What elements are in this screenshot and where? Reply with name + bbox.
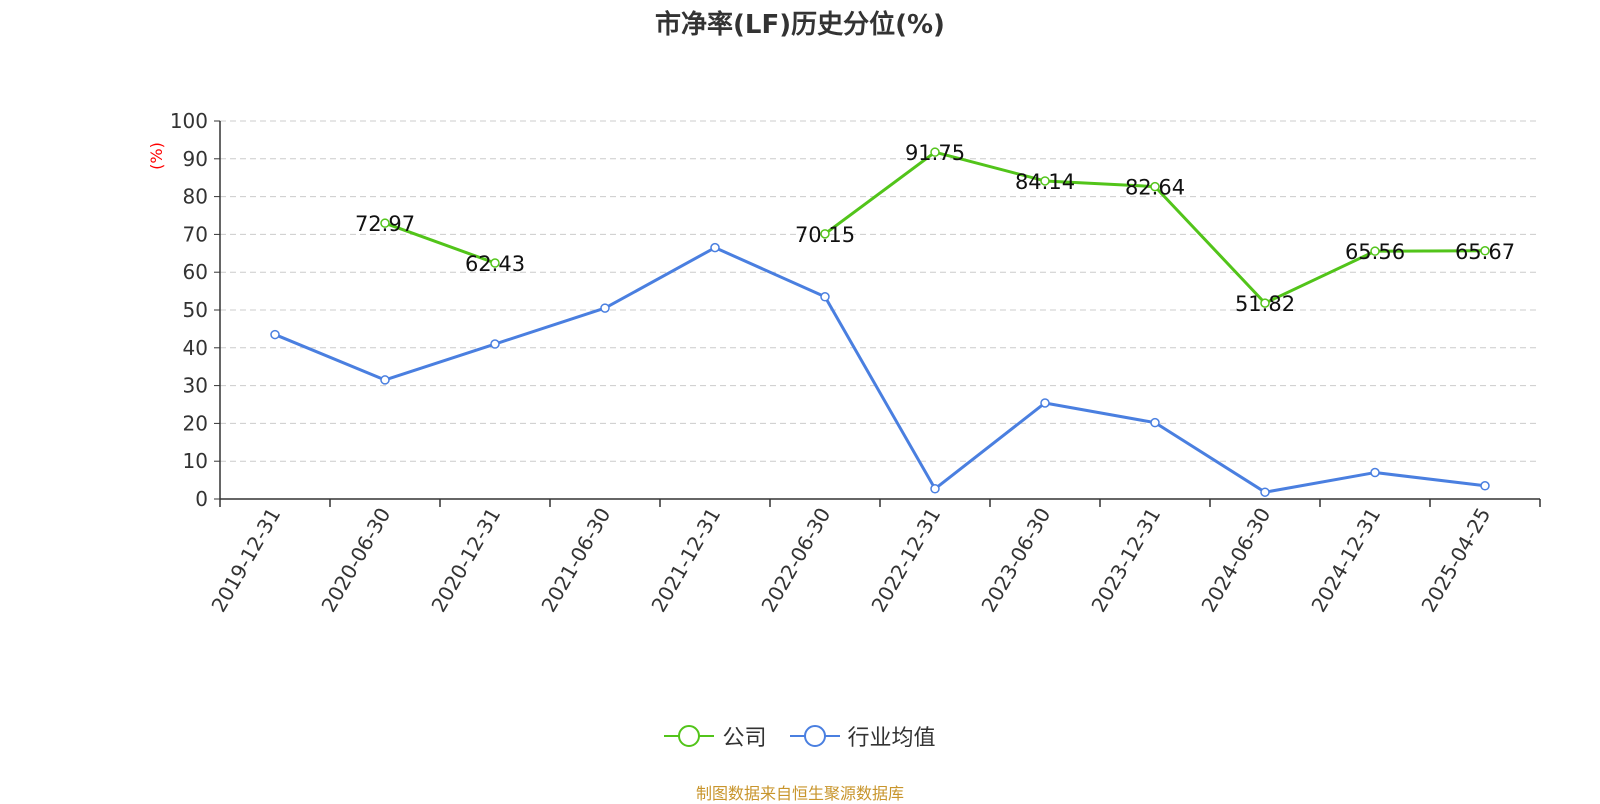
series-line-1: [274, 246, 1486, 494]
data-point: [1370, 467, 1380, 478]
legend-label-company: 公司: [722, 726, 767, 751]
legend-circle: [678, 725, 701, 747]
data-label: 72.97: [355, 212, 415, 236]
grid-layer: [220, 120, 1540, 462]
legend-circle: [803, 725, 826, 747]
legend-label-industry-avg: 行业均值: [847, 726, 936, 751]
data-point: [1480, 246, 1490, 256]
x-tick-label: 2025-04-25: [1416, 504, 1495, 617]
y-tick-label: 40: [183, 336, 208, 360]
data-point: [380, 218, 390, 228]
data-point: [380, 375, 390, 385]
data-point: [1260, 298, 1270, 308]
series-layer: [270, 147, 1490, 497]
chart-title: 市净率(LF)历史分位(%): [655, 10, 945, 40]
y-tick-label: 80: [183, 185, 208, 209]
data-label: 84.14: [1015, 170, 1075, 194]
y-tick-label: 10: [183, 449, 208, 473]
data-label: 65.56: [1345, 240, 1405, 264]
legend: 公司 行业均值: [0, 720, 1600, 754]
data-point: [1150, 417, 1160, 428]
data-point: [600, 303, 610, 313]
data-label: 51.82: [1235, 292, 1295, 316]
data-point: [1370, 246, 1380, 256]
data-point: [1150, 181, 1160, 192]
data-point: [1040, 176, 1050, 186]
data-point: [490, 339, 500, 349]
data-point: [270, 329, 280, 340]
data-label-layer: 72.97 62.43 70.15 91.75 84.14 82.64 51.82 65.56…: [355, 141, 1515, 316]
y-tick-label: 70: [183, 222, 208, 246]
data-point: [1040, 398, 1050, 408]
data-point: [710, 242, 720, 253]
y-tick-label: 30: [183, 374, 208, 398]
data-point: [490, 258, 500, 268]
data-point: [1260, 487, 1270, 497]
x-tick-label: 2023-12-31: [1086, 504, 1165, 617]
x-tick-label: 2021-12-31: [646, 504, 725, 617]
x-tick-label: 2020-12-31: [426, 504, 505, 617]
x-tick-label: 2019-12-31: [206, 504, 285, 617]
x-tick-label: 2022-12-31: [866, 504, 945, 617]
x-tick-label: 2024-06-30: [1196, 504, 1275, 617]
data-point: [820, 292, 830, 302]
x-tick-label: 2020-06-30: [316, 504, 395, 617]
data-point: [1480, 481, 1490, 491]
x-tick-label: 2023-06-30: [976, 504, 1055, 617]
data-label: 91.75: [905, 141, 965, 165]
data-label: 65.67: [1455, 240, 1515, 264]
data-label: 82.64: [1125, 176, 1185, 200]
axis-layer: 0 10 20 30 40 50 60 70 80 90 100(%) 2019-12-31 2020-…: [147, 109, 1541, 617]
legend-line-marker-icon: [664, 725, 715, 747]
y-tick-label: 90: [183, 147, 208, 171]
source-note: 制图数据来自恒生聚源数据库: [695, 784, 904, 803]
legend-item-industry-avg[interactable]: 行业均值: [789, 720, 936, 752]
legend-item-company[interactable]: 公司: [664, 720, 767, 752]
data-point: [820, 229, 830, 239]
y-tick-label: 20: [183, 411, 208, 435]
x-tick-label: 2024-12-31: [1306, 504, 1385, 617]
y-tick-label: 0: [195, 487, 208, 511]
y-tick-label: 50: [183, 298, 208, 322]
x-tick-label: 2021-06-30: [536, 504, 615, 617]
y-tick-label: 100: [170, 109, 208, 133]
x-tick-label: 2022-06-30: [756, 504, 835, 617]
data-point: [930, 147, 940, 157]
data-point: [930, 484, 940, 494]
y-tick-label: 60: [183, 260, 208, 284]
data-label: 62.43: [465, 252, 525, 276]
legend-line-marker-icon: [789, 725, 840, 747]
y-axis-label: (%): [147, 142, 166, 170]
series-line-0: [384, 221, 496, 265]
data-label: 70.15: [795, 223, 855, 247]
